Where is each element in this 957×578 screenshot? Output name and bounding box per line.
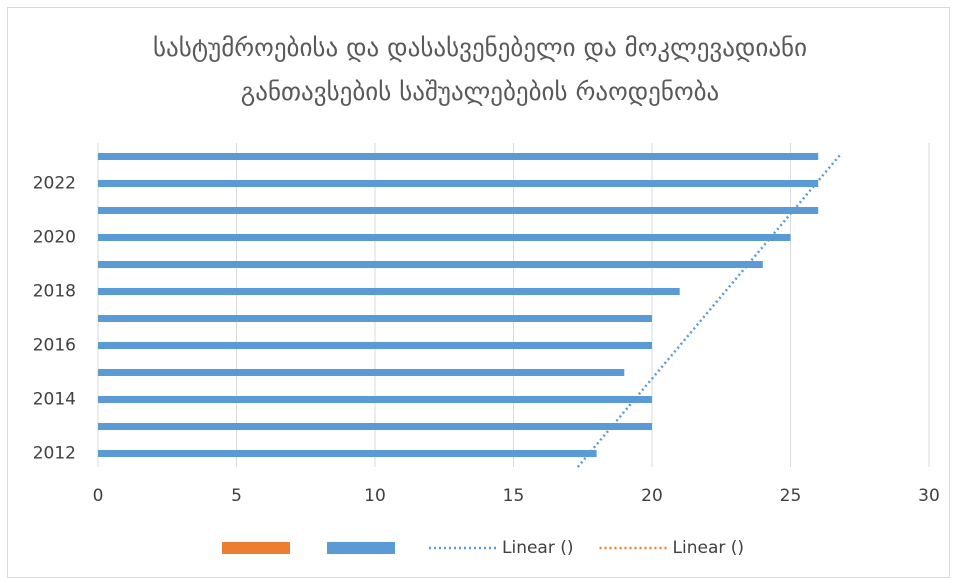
legend-label: Linear () bbox=[502, 538, 574, 558]
x-tick-label: 10 bbox=[364, 486, 386, 506]
bar bbox=[98, 288, 680, 295]
x-tick-label: 25 bbox=[780, 486, 802, 506]
bar bbox=[98, 450, 597, 457]
legend-label: Linear () bbox=[673, 538, 745, 558]
bar bbox=[98, 207, 819, 214]
y-tick-label: 2014 bbox=[33, 390, 76, 410]
y-tick-label: 2012 bbox=[33, 444, 76, 464]
legend-swatch bbox=[327, 542, 395, 554]
bar bbox=[98, 342, 652, 349]
bar bbox=[98, 369, 625, 376]
bar bbox=[98, 315, 652, 322]
bar bbox=[98, 396, 652, 403]
bar bbox=[98, 423, 652, 430]
y-tick-label: 2022 bbox=[33, 174, 76, 194]
x-tick-label: 0 bbox=[93, 486, 104, 506]
trendline bbox=[576, 152, 843, 468]
bar bbox=[98, 153, 819, 160]
y-tick-label: 2016 bbox=[33, 336, 76, 356]
bar bbox=[98, 180, 819, 187]
bar bbox=[98, 234, 791, 241]
legend-swatch bbox=[222, 542, 290, 554]
bar bbox=[98, 261, 763, 268]
x-tick-label: 20 bbox=[641, 486, 663, 506]
x-tick-label: 30 bbox=[918, 486, 940, 506]
y-tick-label: 2018 bbox=[33, 282, 76, 302]
x-tick-label: 15 bbox=[503, 486, 525, 506]
y-tick-label: 2020 bbox=[33, 228, 76, 248]
x-tick-label: 5 bbox=[231, 486, 242, 506]
chart-title: სასტუმროებისა და დასასვენებელი და მოკლევ… bbox=[152, 33, 808, 106]
